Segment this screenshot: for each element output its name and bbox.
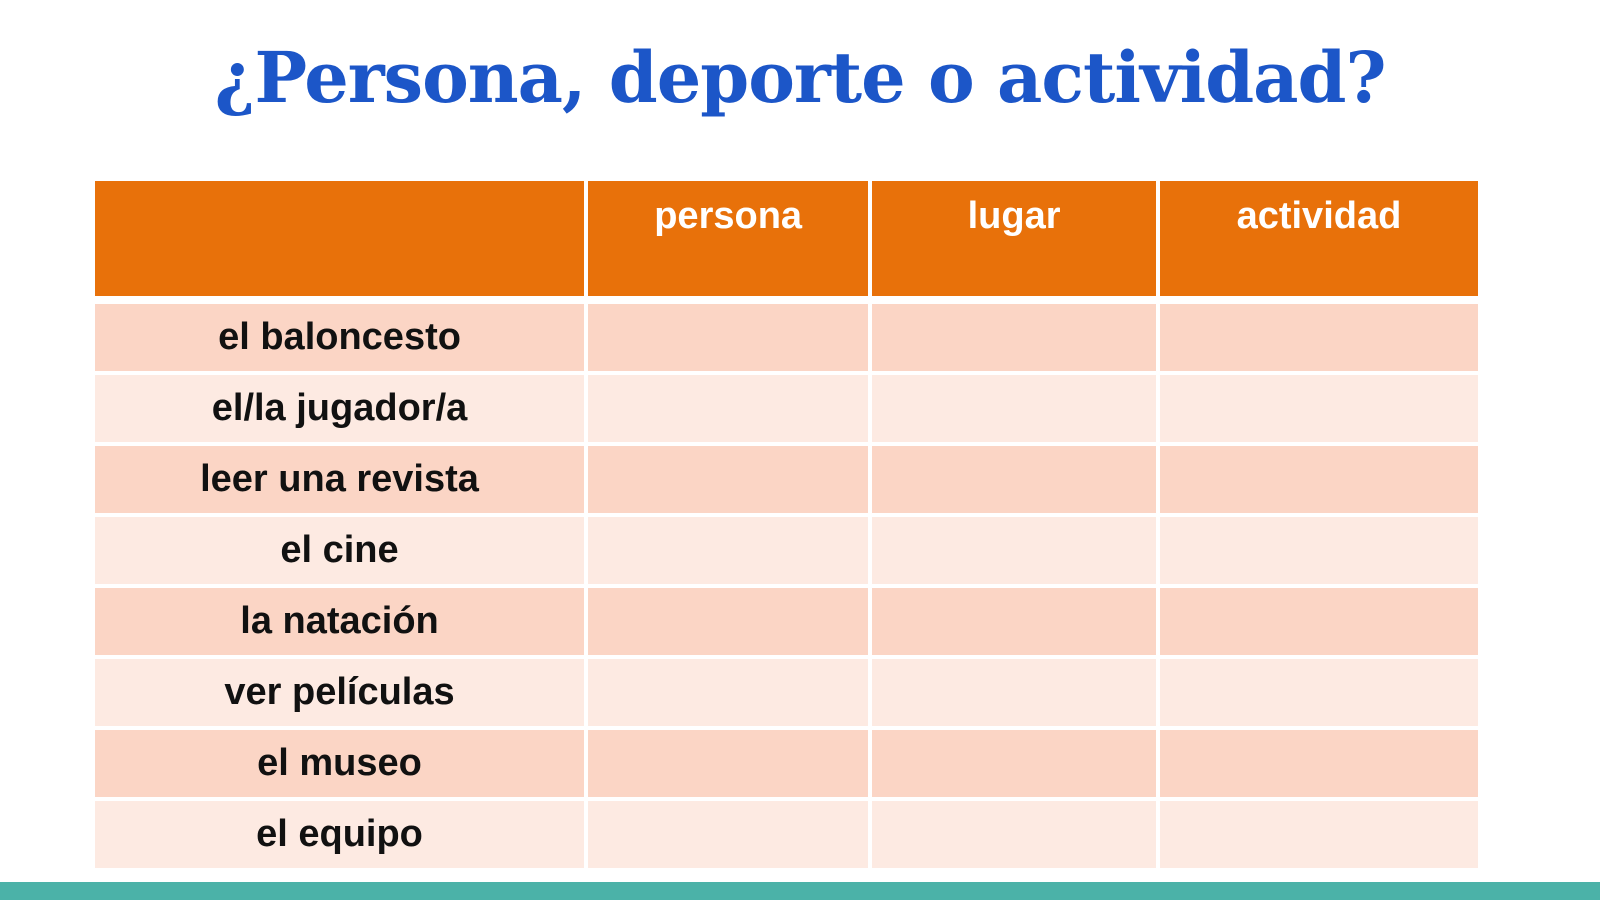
answer-cell-lugar: [872, 730, 1160, 801]
answer-cell-persona: [588, 304, 873, 375]
table-row: el cine: [95, 517, 1478, 588]
row-label: el museo: [95, 730, 589, 801]
answer-cell-lugar: [872, 801, 1160, 868]
accent-bar: [0, 882, 1600, 900]
row-label: leer una revista: [95, 446, 589, 517]
answer-cell-actividad: [1159, 375, 1478, 446]
answer-cell-actividad: [1159, 446, 1478, 517]
row-label: ver películas: [95, 659, 589, 730]
answer-cell-actividad: [1159, 304, 1478, 375]
row-label: el baloncesto: [95, 304, 589, 375]
answer-cell-lugar: [872, 375, 1160, 446]
answer-cell-lugar: [872, 304, 1160, 375]
table-row: el/la jugador/a: [95, 375, 1478, 446]
row-label: el/la jugador/a: [95, 375, 589, 446]
header-row: persona lugar actividad: [95, 181, 1478, 304]
answer-cell-actividad: [1159, 517, 1478, 588]
answer-cell-actividad: [1159, 588, 1478, 659]
row-label: el cine: [95, 517, 589, 588]
table-row: la natación: [95, 588, 1478, 659]
row-label: la natación: [95, 588, 589, 659]
answer-cell-lugar: [872, 517, 1160, 588]
header-cell-empty: [95, 181, 589, 304]
answer-cell-actividad: [1159, 801, 1478, 868]
table-row: leer una revista: [95, 446, 1478, 517]
answer-cell-actividad: [1159, 730, 1478, 801]
answer-cell-persona: [588, 446, 873, 517]
table-row: el museo: [95, 730, 1478, 801]
table-row: ver películas: [95, 659, 1478, 730]
answer-cell-persona: [588, 588, 873, 659]
answer-cell-lugar: [872, 588, 1160, 659]
answer-cell-lugar: [872, 446, 1160, 517]
answer-cell-persona: [588, 801, 873, 868]
header-cell-persona: persona: [588, 181, 873, 304]
table-row: el baloncesto: [95, 304, 1478, 375]
answer-cell-actividad: [1159, 659, 1478, 730]
table-row: el equipo: [95, 801, 1478, 868]
header-cell-lugar: lugar: [872, 181, 1160, 304]
slide-title: ¿Persona, deporte o actividad?: [214, 36, 1386, 119]
answer-cell-persona: [588, 517, 873, 588]
row-label: el equipo: [95, 801, 589, 868]
answer-cell-persona: [588, 730, 873, 801]
answer-cell-persona: [588, 375, 873, 446]
answer-cell-persona: [588, 659, 873, 730]
classification-table: persona lugar actividad el baloncesto el…: [95, 181, 1478, 868]
answer-cell-lugar: [872, 659, 1160, 730]
header-cell-actividad: actividad: [1159, 181, 1478, 304]
